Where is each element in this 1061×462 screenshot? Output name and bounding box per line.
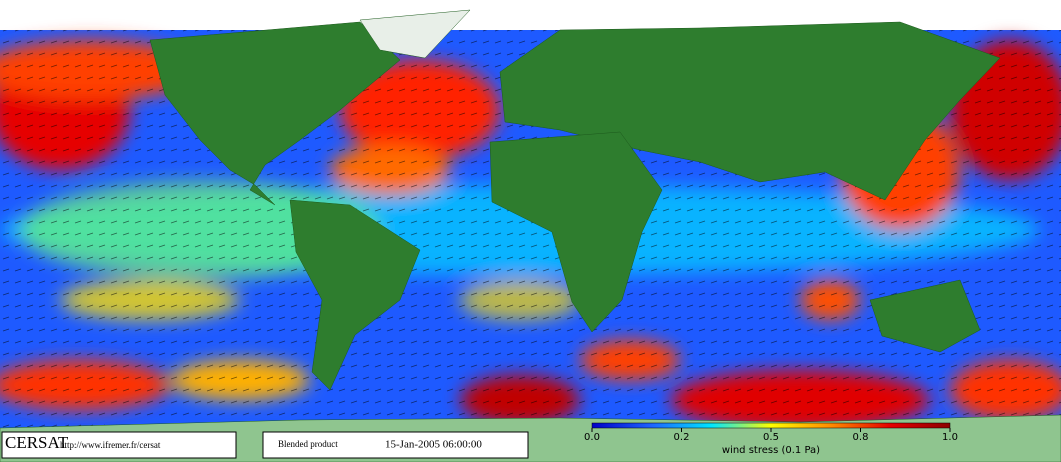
url[interactable]: http://www.ifremer.fr/cersat xyxy=(60,440,161,450)
colorbar-tick-label: 0.8 xyxy=(853,432,869,443)
australia xyxy=(869,279,981,353)
south-america xyxy=(289,199,421,391)
product: Blended product xyxy=(278,439,338,449)
date: 15-Jan-2005 06:00:00 xyxy=(385,439,482,451)
product-box xyxy=(262,431,529,459)
north-america xyxy=(149,21,401,206)
colorbar xyxy=(591,422,951,429)
logo-box xyxy=(1,431,237,459)
colorbar-label: wind stress (0.1 Pa) xyxy=(722,445,820,456)
africa xyxy=(489,131,663,333)
colorbar-tick-label: 0.2 xyxy=(674,432,690,443)
logo: CERSAT xyxy=(5,433,69,452)
colorbar-tick-label: 1.0 xyxy=(942,432,958,443)
colorbar-tick-label: 0.0 xyxy=(584,432,600,443)
greenland xyxy=(359,9,471,59)
colorbar-tick-label: 0.5 xyxy=(763,432,779,443)
